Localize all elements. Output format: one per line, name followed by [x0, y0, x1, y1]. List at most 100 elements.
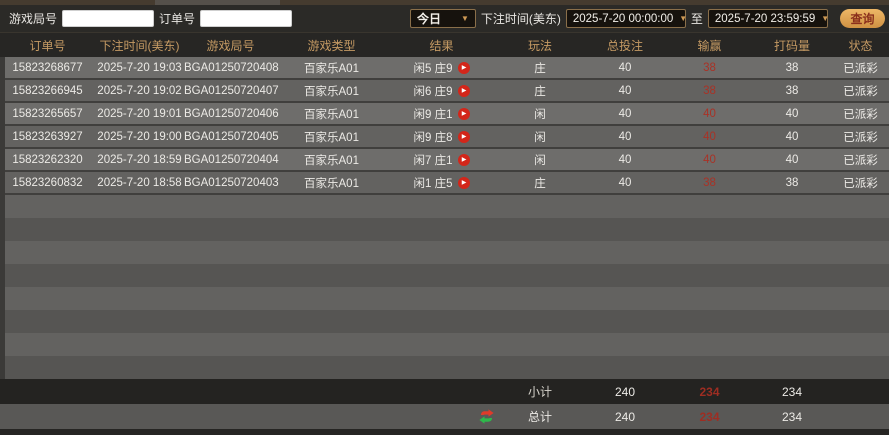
cell-status: 已派彩: [843, 154, 878, 167]
subtotal-total-bet: 240: [614, 384, 636, 399]
chevron-down-icon: ▼: [679, 14, 688, 23]
cell-order-no: 15823268677: [12, 61, 83, 74]
play-icon[interactable]: ▶: [457, 153, 470, 166]
cell-result: 闲5 庄9 ▶: [386, 60, 497, 76]
cell-result: 闲9 庄8 ▶: [386, 129, 497, 145]
result-text: 闲7 庄1: [413, 154, 453, 167]
cell-bet-time: 2025-7-20 19:02: [97, 84, 182, 97]
empty-row: [0, 333, 889, 356]
total-win-loss: 234: [699, 409, 720, 424]
cell-result: 闲6 庄9 ▶: [386, 83, 497, 99]
play-triangle: ▶: [461, 156, 467, 163]
cell-turnover: 40: [785, 130, 799, 143]
play-icon[interactable]: ▶: [457, 176, 470, 189]
cell-play-type: 闲: [534, 131, 546, 144]
to-label: 至: [690, 12, 703, 26]
subtotal-win-loss: 234: [699, 384, 720, 399]
table-body: 15823268677 2025-7-20 19:03 BGA012507204…: [0, 57, 889, 379]
date-range-select[interactable]: 今日 ▼: [410, 9, 476, 28]
cell-total-bet: 40: [618, 176, 632, 189]
cell-result: 闲9 庄1 ▶: [386, 106, 497, 122]
cell-total-bet: 40: [618, 107, 632, 120]
play-triangle: ▶: [461, 87, 467, 94]
cell-round-no: BGA01250720408: [184, 61, 279, 74]
cell-status: 已派彩: [843, 108, 878, 121]
result-text: 闲9 庄8: [413, 131, 453, 144]
play-icon[interactable]: ▶: [457, 84, 470, 97]
cell-win-loss: 38: [703, 84, 716, 97]
header-bet-time: 下注时间(美东): [99, 38, 180, 53]
cell-turnover: 40: [785, 153, 799, 166]
cell-play-type: 庄: [534, 177, 546, 190]
query-button[interactable]: 查询: [839, 9, 885, 28]
cell-order-no: 15823263927: [12, 130, 83, 143]
chevron-down-icon: ▼: [460, 14, 469, 23]
empty-row: [0, 264, 889, 287]
table-row: 15823263927 2025-7-20 19:00 BGA012507204…: [0, 126, 889, 149]
cell-order-no: 15823265657: [12, 107, 83, 120]
subtotal-row: 小计 240 234 234: [0, 379, 889, 404]
total-row: 总计 240 234 234: [0, 404, 889, 429]
chevron-down-icon: ▼: [821, 14, 830, 23]
cell-bet-time: 2025-7-20 19:00: [97, 130, 182, 143]
cell-result: 闲1 庄5 ▶: [386, 175, 497, 191]
end-time-select[interactable]: 2025-7-20 23:59:59 ▼: [707, 9, 830, 28]
play-icon[interactable]: ▶: [457, 130, 470, 143]
cell-play-type: 闲: [534, 154, 546, 167]
cell-game-type: 百家乐A01: [304, 177, 359, 190]
table-row: 15823265657 2025-7-20 19:01 BGA012507204…: [0, 103, 889, 126]
subtotal-label: 小计: [527, 385, 552, 399]
cell-total-bet: 40: [618, 61, 632, 74]
cell-game-type: 百家乐A01: [304, 154, 359, 167]
start-time-value: 2025-7-20 00:00:00: [572, 12, 674, 25]
cell-win-loss: 38: [703, 176, 716, 189]
empty-row: [0, 241, 889, 264]
cell-round-no: BGA01250720404: [184, 153, 279, 166]
cell-play-type: 庄: [534, 85, 546, 98]
cell-win-loss: 40: [703, 130, 716, 143]
filter-toolbar: 游戏局号 订单号 今日 ▼ 下注时间(美东) 2025-7-20 00:00:0…: [0, 5, 889, 33]
cell-bet-time: 2025-7-20 18:59: [97, 153, 182, 166]
game-round-label: 游戏局号: [9, 12, 58, 26]
table-row: 15823266945 2025-7-20 19:02 BGA012507204…: [0, 80, 889, 103]
cell-order-no: 15823266945: [12, 84, 83, 97]
start-time-select[interactable]: 2025-7-20 00:00:00 ▼: [565, 9, 688, 28]
play-triangle: ▶: [461, 179, 467, 186]
cell-play-type: 闲: [534, 108, 546, 121]
cell-round-no: BGA01250720405: [184, 130, 279, 143]
cell-bet-time: 2025-7-20 19:01: [97, 107, 182, 120]
play-triangle: ▶: [461, 64, 467, 71]
cell-turnover: 38: [785, 176, 799, 189]
play-icon[interactable]: ▶: [457, 61, 470, 74]
cell-play-type: 庄: [534, 62, 546, 75]
cell-turnover: 40: [785, 107, 799, 120]
empty-row: [0, 356, 889, 379]
cell-game-type: 百家乐A01: [304, 108, 359, 121]
cell-game-type: 百家乐A01: [304, 131, 359, 144]
total-total-bet: 240: [614, 409, 636, 424]
play-icon[interactable]: ▶: [457, 107, 470, 120]
cell-status: 已派彩: [843, 177, 878, 190]
top-strip: [0, 0, 889, 5]
cell-round-no: BGA01250720406: [184, 107, 279, 120]
header-turnover: 打码量: [773, 38, 810, 53]
order-no-input[interactable]: [200, 10, 293, 27]
cell-turnover: 38: [785, 61, 799, 74]
refresh-icon[interactable]: [478, 409, 495, 424]
cell-status: 已派彩: [843, 62, 878, 75]
cell-order-no: 15823262320: [12, 153, 83, 166]
cell-win-loss: 40: [703, 153, 716, 166]
cell-win-loss: 38: [703, 61, 716, 74]
cell-total-bet: 40: [618, 153, 632, 166]
cell-result: 闲7 庄1 ▶: [386, 152, 497, 168]
result-text: 闲1 庄5: [413, 177, 453, 190]
table-row: 15823262320 2025-7-20 18:59 BGA012507204…: [0, 149, 889, 172]
header-total-bet: 总投注: [606, 38, 643, 53]
empty-row: [0, 310, 889, 333]
result-text: 闲6 庄9: [413, 85, 453, 98]
result-text: 闲9 庄1: [413, 108, 453, 121]
date-range-value: 今日: [417, 12, 442, 26]
header-order-no: 订单号: [29, 38, 66, 53]
game-round-input[interactable]: [62, 10, 155, 27]
